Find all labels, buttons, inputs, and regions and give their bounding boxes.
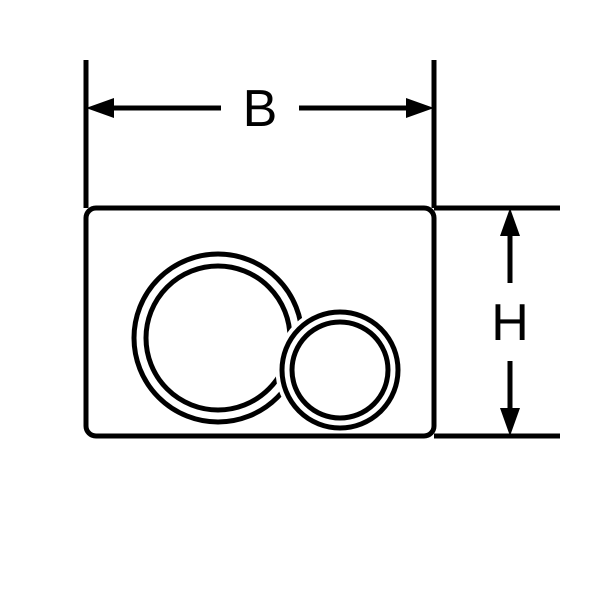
dimension-diagram: B H — [0, 0, 600, 600]
small-flush-button — [282, 312, 398, 428]
width-label: B — [243, 80, 278, 138]
height-label: H — [491, 294, 529, 352]
large-flush-button — [134, 254, 302, 422]
height-dimension: H — [434, 208, 560, 436]
width-dimension: B — [86, 60, 434, 208]
